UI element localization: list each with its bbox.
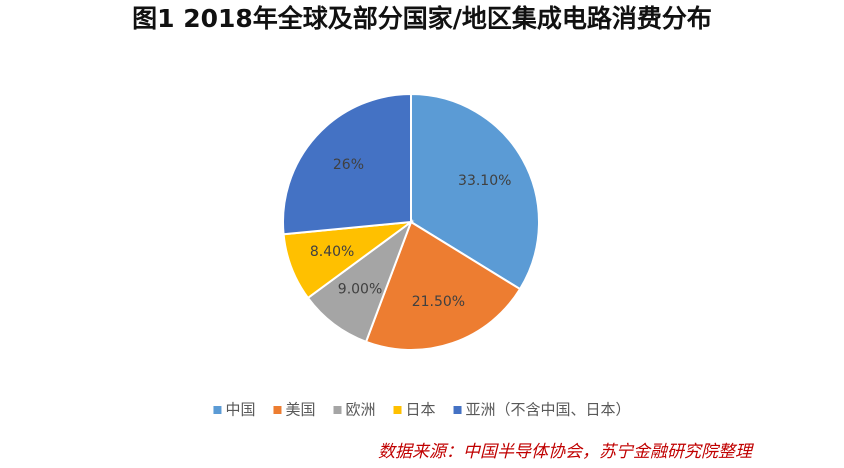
legend-label: 欧洲 xyxy=(345,401,375,419)
legend-swatch xyxy=(273,406,282,414)
pie-slice xyxy=(364,220,522,351)
legend-swatch xyxy=(393,406,402,414)
chart-title: 图1 2018年全球及部分国家/地区集成电路消费分布 xyxy=(132,4,712,33)
data-label: 21.50% xyxy=(412,294,465,310)
data-label: 33.10% xyxy=(458,173,511,189)
legend-label: 日本 xyxy=(406,401,436,419)
legend-swatch xyxy=(333,406,342,414)
legend-swatch xyxy=(453,406,462,414)
data-label: 9.00% xyxy=(338,281,382,297)
pie-slice xyxy=(410,92,540,291)
legend-label: 中国 xyxy=(225,401,255,419)
source-note: 数据来源：中国半导体协会，苏宁金融研究院整理 xyxy=(378,442,754,462)
legend-swatch xyxy=(213,406,222,414)
legend-label: 美国 xyxy=(285,401,315,419)
legend-label: 亚洲（不含中国、日本） xyxy=(466,401,631,419)
data-label: 26% xyxy=(333,157,364,173)
data-label: 8.40% xyxy=(310,244,354,260)
pie-slice xyxy=(282,92,412,236)
